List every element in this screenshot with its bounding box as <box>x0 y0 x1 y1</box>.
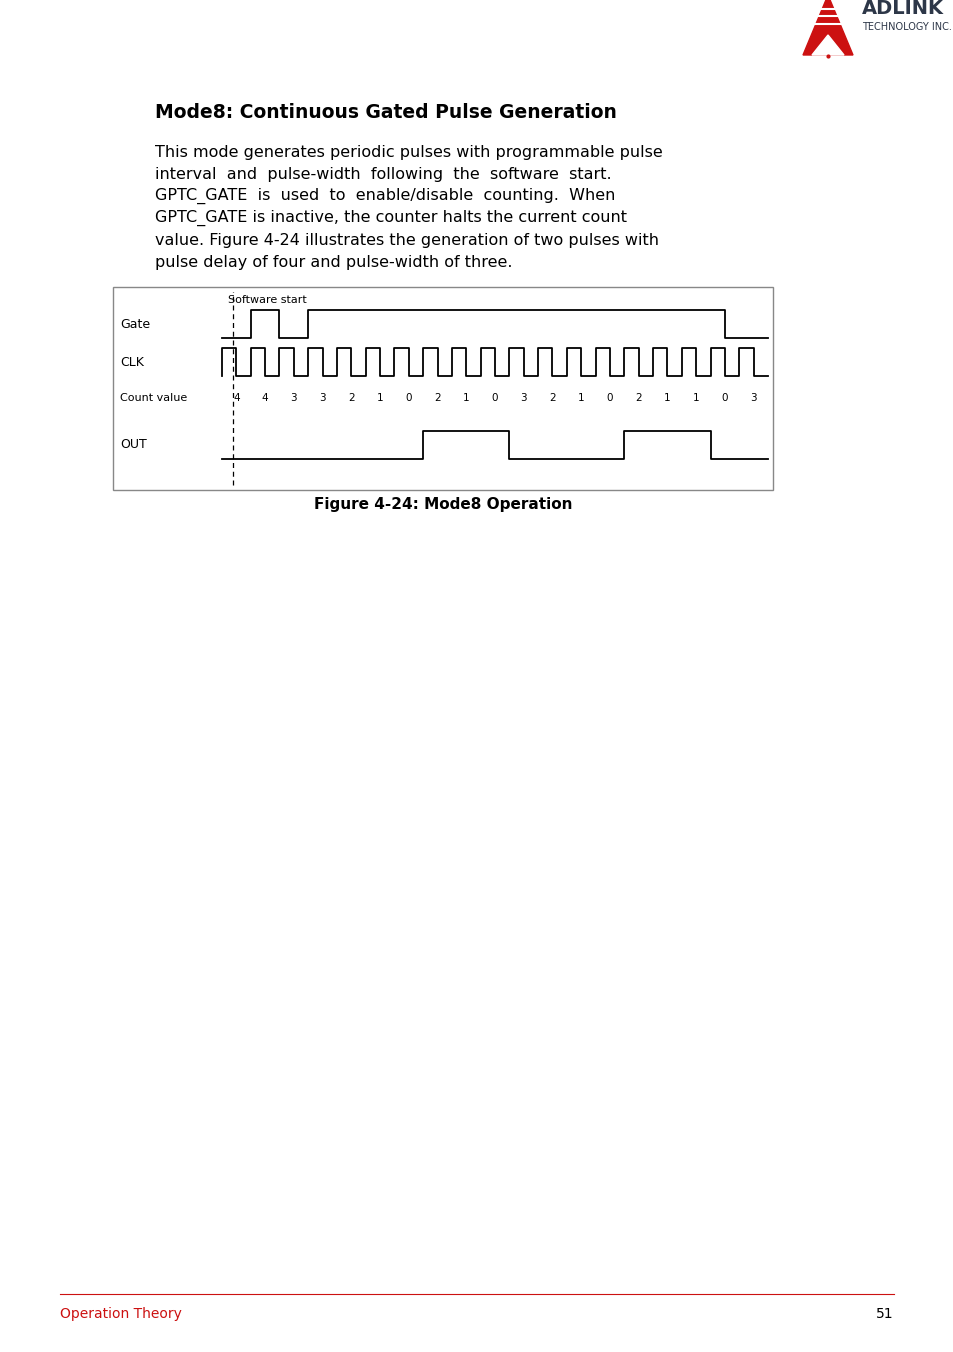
Text: Operation Theory: Operation Theory <box>60 1307 182 1321</box>
Text: 0: 0 <box>606 393 613 403</box>
Polygon shape <box>802 0 852 55</box>
Text: Mode8: Continuous Gated Pulse Generation: Mode8: Continuous Gated Pulse Generation <box>154 103 617 122</box>
Text: 3: 3 <box>520 393 526 403</box>
Text: 3: 3 <box>749 393 756 403</box>
Polygon shape <box>811 35 843 55</box>
Text: 4: 4 <box>261 393 268 403</box>
Text: OUT: OUT <box>120 438 147 452</box>
Text: GPTC_GATE is inactive, the counter halts the current count: GPTC_GATE is inactive, the counter halts… <box>154 210 626 226</box>
Text: pulse delay of four and pulse-width of three.: pulse delay of four and pulse-width of t… <box>154 254 512 269</box>
Text: 1: 1 <box>692 393 699 403</box>
Text: Count value: Count value <box>120 393 187 403</box>
Text: 2: 2 <box>549 393 556 403</box>
Text: This mode generates periodic pulses with programmable pulse: This mode generates periodic pulses with… <box>154 145 662 160</box>
Text: Figure 4-24: Mode8 Operation: Figure 4-24: Mode8 Operation <box>314 496 572 511</box>
Text: 4: 4 <box>233 393 239 403</box>
Text: 2: 2 <box>348 393 355 403</box>
Text: 0: 0 <box>405 393 412 403</box>
Text: GPTC_GATE  is  used  to  enable/disable  counting.  When: GPTC_GATE is used to enable/disable coun… <box>154 188 615 204</box>
Text: 3: 3 <box>291 393 296 403</box>
Text: CLK: CLK <box>120 356 144 369</box>
Text: 1: 1 <box>663 393 670 403</box>
Text: interval  and  pulse-width  following  the  software  start.: interval and pulse-width following the s… <box>154 166 611 181</box>
Text: 51: 51 <box>876 1307 893 1321</box>
Text: 0: 0 <box>491 393 497 403</box>
Text: 2: 2 <box>635 393 641 403</box>
Text: 1: 1 <box>462 393 469 403</box>
Text: Gate: Gate <box>120 318 150 330</box>
Bar <box>112 287 772 489</box>
Text: 2: 2 <box>434 393 440 403</box>
Text: value. Figure 4-24 illustrates the generation of two pulses with: value. Figure 4-24 illustrates the gener… <box>154 233 659 247</box>
Text: TECHNOLOGY INC.: TECHNOLOGY INC. <box>862 22 951 32</box>
Text: 1: 1 <box>376 393 383 403</box>
Text: Software start: Software start <box>228 295 307 306</box>
Text: ADLINK: ADLINK <box>862 0 943 19</box>
Text: 1: 1 <box>578 393 584 403</box>
Text: 0: 0 <box>720 393 727 403</box>
Text: 3: 3 <box>319 393 326 403</box>
